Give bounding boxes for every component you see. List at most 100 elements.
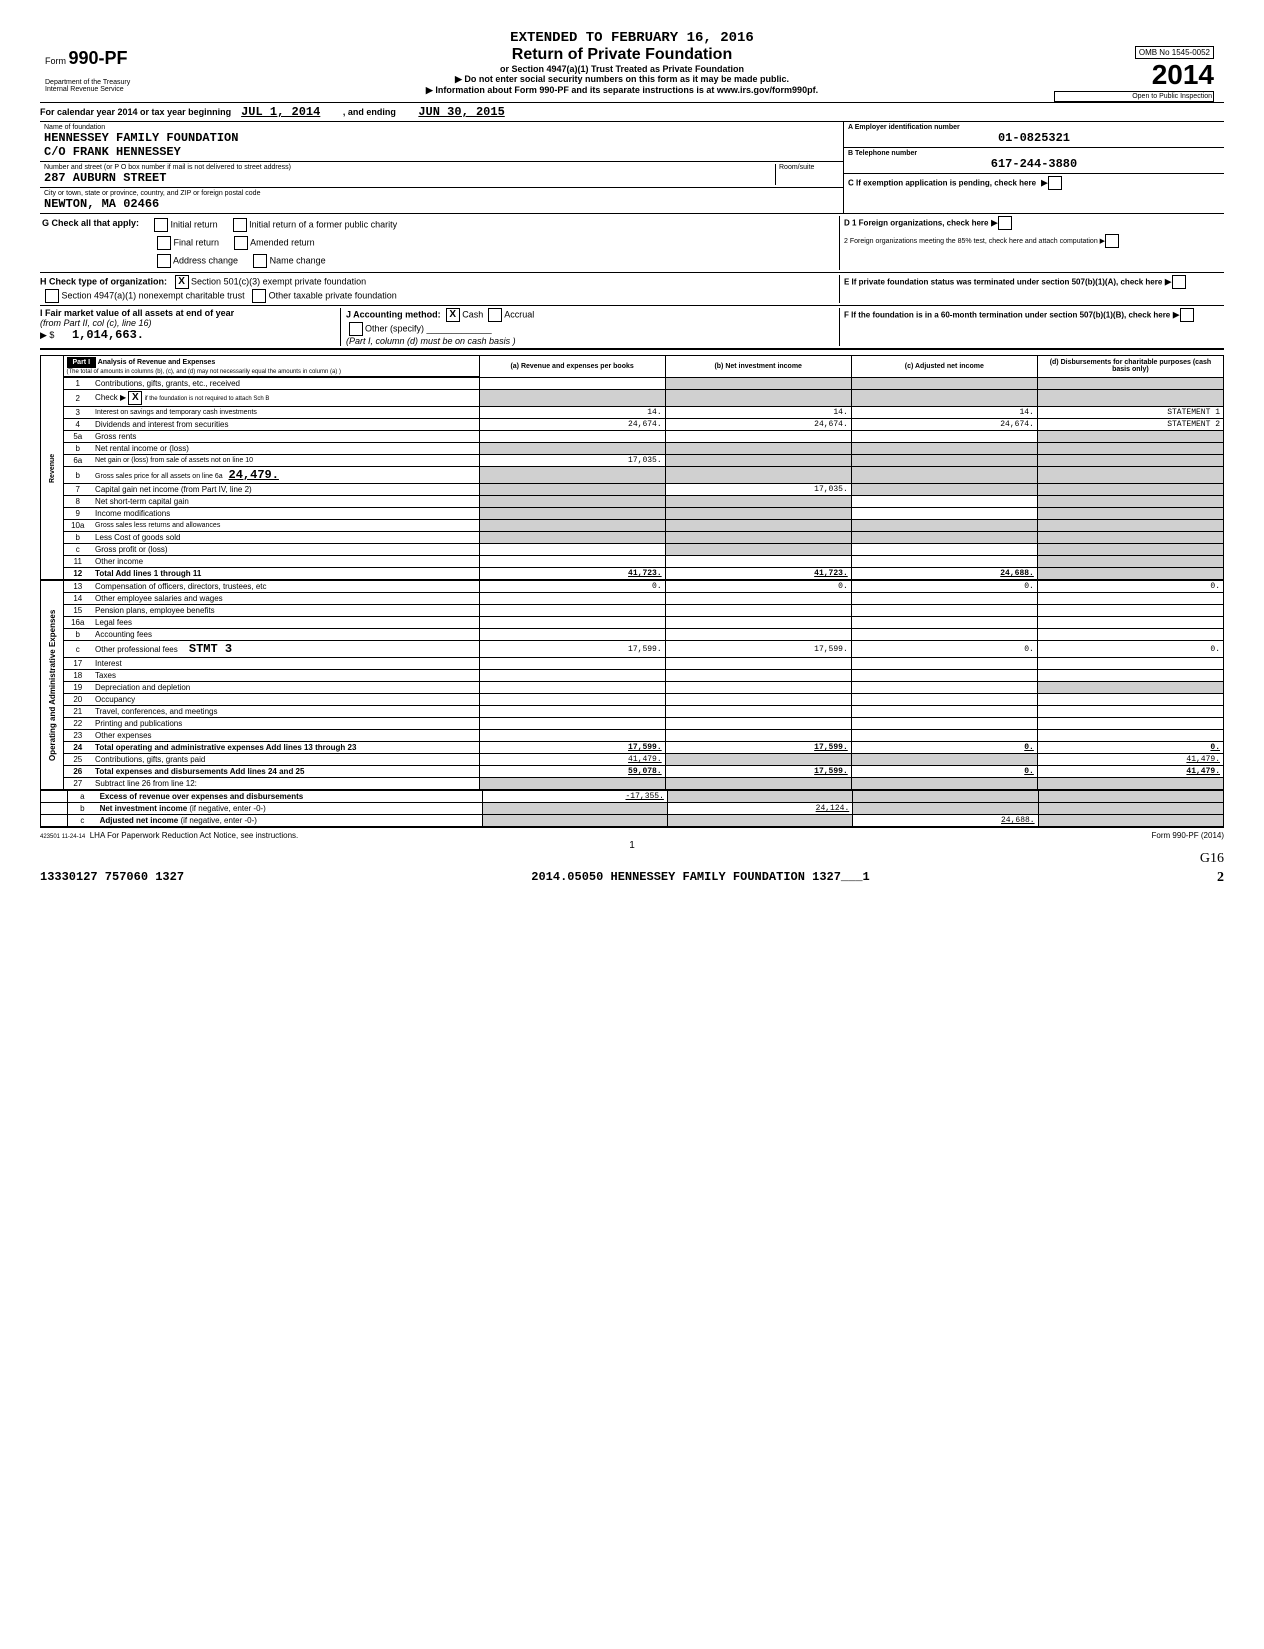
name-label: Name of foundation — [44, 124, 839, 131]
form-prefix: Form — [45, 56, 66, 66]
checkbox-e[interactable] — [1172, 275, 1186, 289]
part1-label: Part I — [67, 357, 97, 368]
dept-irs: Internal Revenue Service — [45, 86, 185, 93]
i-label: I Fair market value of all assets at end… — [40, 308, 234, 318]
cal-mid: , and ending — [343, 107, 396, 117]
checkbox-addr-change[interactable] — [157, 254, 171, 268]
year-box: OMB No 1545-0052 2014 Open to Public Ins… — [1054, 46, 1224, 102]
tax-year: 2014 — [1054, 59, 1214, 91]
section-i: I Fair market value of all assets at end… — [40, 308, 340, 346]
checkbox-amended[interactable] — [234, 236, 248, 250]
j-cash: Cash — [462, 309, 483, 319]
vert-expenses: Operating and Administrative Expenses — [47, 609, 56, 760]
calendar-year-row: For calendar year 2014 or tax year begin… — [40, 103, 1224, 122]
addr-label: Number and street (or P O box number if … — [44, 164, 775, 171]
page-number: 1 — [40, 840, 1224, 851]
foundation-city: NEWTON, MA 02466 — [44, 197, 839, 211]
row-25: 25Contributions, gifts, grants paid41,47… — [41, 754, 1224, 766]
f-text: F If the foundation is in a 60-month ter… — [844, 310, 1170, 319]
ein-value: 01-0825321 — [848, 131, 1220, 145]
checkbox-initial[interactable] — [154, 218, 168, 232]
row27-sub: aExcess of revenue over expenses and dis… — [40, 790, 1224, 828]
expenses-table: Operating and Administrative Expenses 13… — [40, 580, 1224, 790]
city-cell: City or town, state or province, country… — [40, 188, 843, 213]
row-27: 27Subtract line 26 from line 12: — [41, 778, 1224, 790]
checkbox-accrual[interactable] — [488, 308, 502, 322]
phone-cell: B Telephone number 617-244-3880 — [844, 148, 1224, 174]
part1-note: (The total of amounts in columns (b), (c… — [67, 369, 341, 375]
row-9: 9Income modifications — [41, 508, 1224, 520]
title-center: Return of Private Foundation or Section … — [190, 46, 1054, 96]
row-11: 11Other income — [41, 556, 1224, 568]
checkbox-other[interactable] — [349, 322, 363, 336]
checkbox-initial-former[interactable] — [233, 218, 247, 232]
checkbox-h2[interactable] — [45, 289, 59, 303]
vert-revenue: Revenue — [48, 453, 55, 482]
footer-bottom-left: 13330127 757060 1327 — [40, 870, 184, 886]
row-3: 3Interest on savings and temporary cash … — [41, 407, 1224, 419]
row-15: 15Pension plans, employee benefits — [41, 605, 1224, 617]
row-27c: cAdjusted net income (if negative, enter… — [41, 815, 1224, 828]
part1-table: Revenue Part I Analysis of Revenue and E… — [40, 355, 1224, 580]
checkbox-schb[interactable]: X — [128, 391, 142, 405]
row-13-d2: 0. — [1037, 581, 1223, 593]
g-label: G Check all that apply: — [42, 218, 139, 232]
section-g: G Check all that apply: Initial return I… — [40, 216, 839, 234]
section-d: D 1 Foreign organizations, check here ▶ … — [839, 216, 1224, 270]
g-name-change: Name change — [270, 255, 326, 265]
phone-label: B Telephone number — [848, 150, 1220, 157]
section-h: H Check type of organization: X Section … — [40, 275, 839, 303]
phone-value: 617-244-3880 — [848, 157, 1220, 171]
h-opt3: Other taxable private foundation — [269, 290, 397, 300]
row-4: 4Dividends and interest from securities2… — [41, 419, 1224, 431]
form-header: EXTENDED TO FEBRUARY 16, 2016 Form 990-P… — [40, 30, 1224, 350]
row-20: 20Occupancy — [41, 694, 1224, 706]
j-other: Other (specify) — [365, 323, 424, 333]
i-from: (from Part II, col (c), line 16) — [40, 318, 152, 328]
row-24: 24Total operating and administrative exp… — [41, 742, 1224, 754]
row-23: 23Other expenses — [41, 730, 1224, 742]
row-1: 1Contributions, gifts, grants, etc., rec… — [41, 377, 1224, 390]
dept-treasury: Department of the Treasury — [45, 79, 185, 86]
checkbox-d1[interactable] — [998, 216, 1012, 230]
checkbox-final[interactable] — [157, 236, 171, 250]
row-5b: bNet rental income or (loss) — [41, 443, 1224, 455]
subtitle3: ▶ Information about Form 990-PF and its … — [190, 85, 1054, 96]
checkbox-h1[interactable]: X — [175, 275, 189, 289]
checkbox-f[interactable] — [1180, 308, 1194, 322]
checkbox-d2[interactable] — [1105, 234, 1119, 248]
omb-number: OMB No 1545-0052 — [1135, 46, 1214, 59]
row-5a: 5aGross rents — [41, 431, 1224, 443]
form-number: 990-PF — [69, 48, 128, 68]
row-26: 26Total expenses and disbursements Add l… — [41, 766, 1224, 778]
checkbox-cash[interactable]: X — [446, 308, 460, 322]
foundation-name1: HENNESSEY FAMILY FOUNDATION — [44, 131, 839, 145]
address-cell: Number and street (or P O box number if … — [40, 162, 843, 188]
cal-begin: JUL 1, 2014 — [241, 105, 320, 119]
row-13-n: 13 — [63, 581, 92, 593]
row-7: 7Capital gain net income (from Part IV, … — [41, 484, 1224, 496]
handwritten-2: 2 — [1217, 870, 1224, 886]
d1-text: D 1 Foreign organizations, check here — [844, 218, 988, 227]
e-text: E If private foundation status was termi… — [844, 277, 1162, 286]
extended-date: EXTENDED TO FEBRUARY 16, 2016 — [40, 30, 1224, 46]
row-19: 19Depreciation and depletion — [41, 682, 1224, 694]
section-j: J Accounting method: X Cash Accrual Othe… — [340, 308, 839, 346]
checkbox-name-change[interactable] — [253, 254, 267, 268]
col-d-header: (d) Disbursements for charitable purpose… — [1037, 356, 1223, 378]
row-13-c: 0. — [851, 581, 1037, 593]
foundation-name-cell: Name of foundation HENNESSEY FAMILY FOUN… — [40, 122, 843, 162]
cal-end: JUN 30, 2015 — [418, 105, 504, 119]
section-c-text: C If exemption application is pending, c… — [848, 178, 1036, 187]
checkbox-h3[interactable] — [252, 289, 266, 303]
row-13-a: 0. — [479, 581, 665, 593]
row-22: 22Printing and publications — [41, 718, 1224, 730]
checkbox-c[interactable] — [1048, 176, 1062, 190]
row-21: 21Travel, conferences, and meetings — [41, 706, 1224, 718]
row-18: 18Taxes — [41, 670, 1224, 682]
ein-label: A Employer identification number — [848, 124, 1220, 131]
i-value: 1,014,663. — [72, 328, 144, 342]
row-16a: 16aLegal fees — [41, 617, 1224, 629]
j-accrual: Accrual — [504, 309, 534, 319]
row-14: 14Other employee salaries and wages — [41, 593, 1224, 605]
